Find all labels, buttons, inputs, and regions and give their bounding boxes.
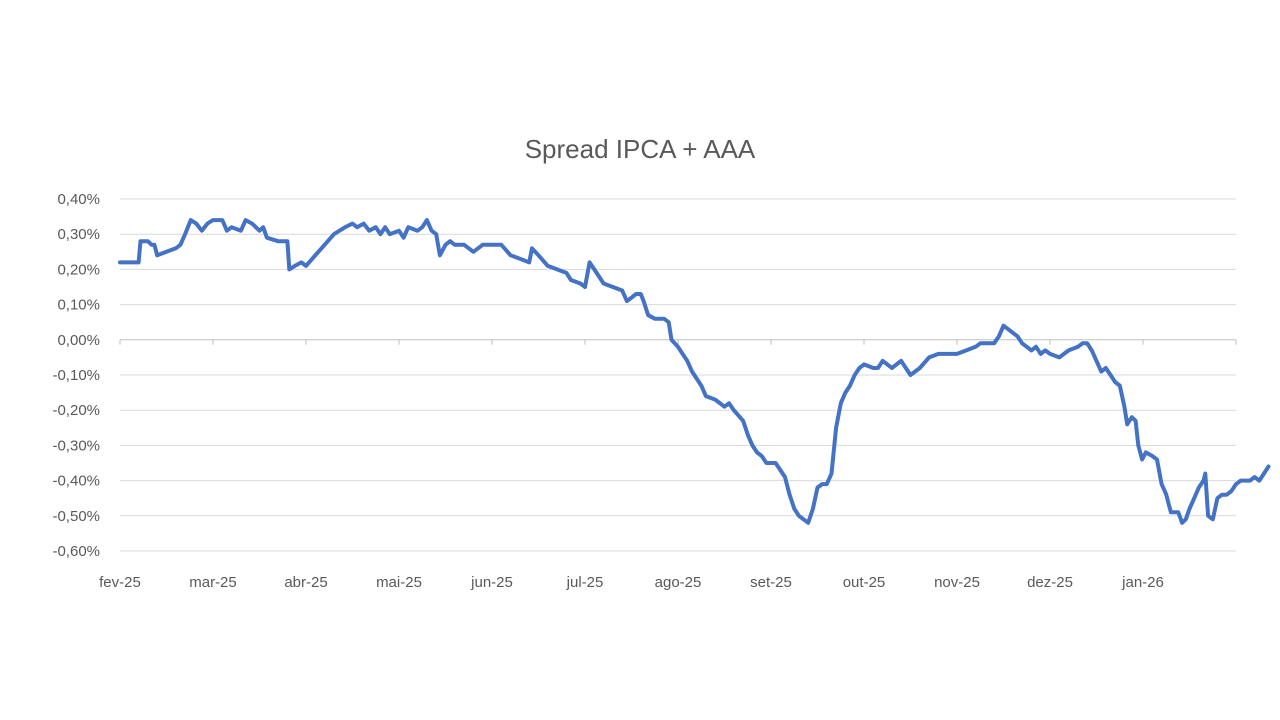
series-line xyxy=(118,218,1271,525)
x-tick-label: dez-25 xyxy=(1027,574,1073,591)
y-tick-label: 0,20% xyxy=(57,261,100,278)
y-tick-label: 0,40% xyxy=(57,191,100,208)
y-tick-label: -0,30% xyxy=(52,437,100,454)
y-tick-label: 0,10% xyxy=(57,297,100,314)
x-tick-label: mai-25 xyxy=(376,574,422,591)
x-tick-label: jan-26 xyxy=(1121,574,1164,591)
x-tick-label: fev-25 xyxy=(99,574,141,591)
x-tick-label: abr-25 xyxy=(284,574,327,591)
x-tick-label: jul-25 xyxy=(566,574,604,591)
y-tick-label: -0,40% xyxy=(52,473,100,490)
y-tick-label: 0,30% xyxy=(57,226,100,243)
y-tick-label: -0,10% xyxy=(52,367,100,384)
x-tick-label: set-25 xyxy=(750,574,792,591)
x-axis: fev-25 mar-25 abr-25 mai-25 jun-25 jul-25 ago-… xyxy=(99,339,1237,591)
x-tick-label: mar-25 xyxy=(189,574,237,591)
x-tick-label: jun-25 xyxy=(470,574,513,591)
x-tick-label: nov-25 xyxy=(934,574,980,591)
y-tick-label: -0,20% xyxy=(52,402,100,419)
y-tick-label: -0,50% xyxy=(52,508,100,525)
series-layer xyxy=(118,218,1271,525)
chart-title: Spread IPCA + AAA xyxy=(525,134,756,164)
y-tick-label: -0,60% xyxy=(52,543,100,560)
x-tick-label: out-25 xyxy=(843,574,886,591)
x-tick-label: ago-25 xyxy=(655,574,702,591)
y-axis: 0,40% 0,30% 0,20% 0,10% 0,00% -0,10% -0,20% -0,… xyxy=(52,191,100,560)
y-tick-label: 0,00% xyxy=(57,332,100,349)
